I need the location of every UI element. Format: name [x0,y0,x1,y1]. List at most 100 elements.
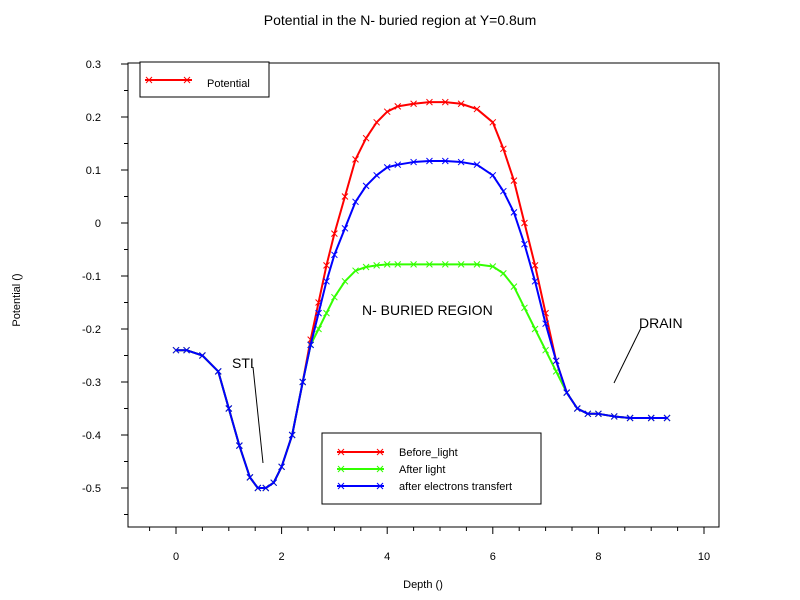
data-point [441,260,449,268]
chart-title: Potential in the N- buried region at Y=0… [264,12,537,28]
data-point [331,293,338,301]
annotation-n-buried-region: N- BURIED REGION [362,302,493,318]
data-point [663,414,671,422]
data-point [352,267,359,275]
data-point [394,260,402,268]
legend-label: after electrons transfert [399,481,512,493]
data-point [362,263,370,271]
x-tick-label: 2 [279,551,285,563]
legend-top-marker [183,76,191,84]
y-axis-label: Potential () [11,273,23,326]
y-tick-label: -0.1 [82,271,101,283]
data-point [331,230,338,237]
data-point [457,158,465,166]
data-point [352,198,359,206]
data-point [542,346,549,354]
series-3 [172,157,671,492]
data-point [510,283,518,290]
data-point [647,414,655,422]
data-point [383,108,391,116]
y-tick-label: 0.3 [86,59,101,71]
data-point [410,260,417,268]
data-point [341,224,349,232]
data-point [341,193,349,200]
data-point [426,260,433,268]
data-point [563,389,571,396]
y-tick-label: 0 [95,218,101,230]
data-point [323,262,330,269]
annotation-drain: DRAIN [639,315,683,331]
legend-marker [337,448,345,456]
y-tick-label: 0.1 [86,165,101,177]
legend-marker [337,465,345,473]
x-tick-label: 4 [384,551,390,563]
data-point [531,262,539,269]
legend-item: after electrons transfert [337,481,512,493]
axes: 0 2 4 6 8 10 0.3 0.2 0.1 0 -0.1 -0.2 -0.3 -0.4 -0.5 [82,59,710,563]
data-point [626,414,634,422]
data-point [183,346,190,354]
data-point [323,277,330,285]
data-point [331,251,338,259]
data-point [383,260,391,268]
data-point [262,484,270,492]
data-point [214,368,222,375]
series-layer [172,98,671,492]
legend-marker [337,482,345,490]
y-tick-label: -0.3 [82,377,101,389]
data-point [225,405,233,412]
legend-item: After light [337,464,445,476]
data-point [510,177,518,184]
data-point [473,161,481,169]
data-point [236,442,243,449]
data-point [457,260,465,268]
data-point [552,357,560,365]
data-point [270,479,278,487]
data-point [315,309,322,317]
data-point [473,260,481,268]
data-point [542,320,549,328]
series-line [176,101,668,489]
legend-bottom: Before_light After light after electrons t… [321,432,542,505]
data-point [521,219,528,227]
y-tick-label: -0.5 [82,483,101,495]
x-tick-label: 0 [173,551,179,563]
y-tick-label: -0.2 [82,324,101,336]
legend-marker [376,465,384,473]
data-point [254,484,262,492]
sti-leader-line [252,366,264,464]
data-point [489,171,497,179]
x-tick-label: 10 [698,551,710,563]
data-point [323,309,330,317]
data-point [610,413,618,420]
legend-marker [376,448,384,456]
data-point [394,161,402,169]
data-point [362,134,370,142]
data-point [246,474,254,481]
x-tick-label: 8 [595,551,601,563]
data-point [521,240,528,248]
data-point [172,346,180,354]
drain-leader-line [613,327,642,384]
data-point [373,118,380,126]
data-point [410,158,417,166]
annotation-sti: STI [232,355,254,371]
data-point [341,277,349,285]
data-point [315,325,322,333]
data-point [584,410,592,418]
legend-label: After light [399,464,445,476]
data-point [288,431,296,439]
data-point [531,277,539,285]
data-point [595,410,602,418]
legend-label: Before_light [399,447,458,459]
data-point [500,269,507,277]
data-point [299,378,307,386]
legend-top: Potential [139,61,270,98]
data-point [426,157,433,165]
data-point [394,103,402,110]
data-point [307,341,314,349]
data-point [441,157,449,165]
y-tick-label: -0.4 [82,430,101,442]
data-point [521,304,528,312]
